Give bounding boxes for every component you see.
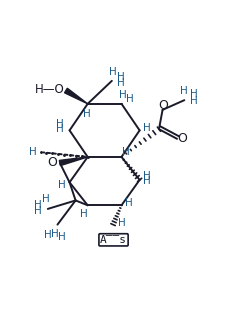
Text: H: H [44,230,52,241]
Text: H: H [143,176,151,186]
Text: H—O: H—O [35,83,65,96]
Text: H: H [51,229,59,239]
Text: H: H [190,96,198,106]
Text: H: H [83,109,90,119]
Text: H: H [125,198,133,208]
Text: H: H [80,210,88,219]
Text: H: H [190,89,198,99]
Text: O: O [47,156,57,170]
Text: H: H [29,147,37,157]
Text: H: H [42,194,49,204]
Text: H: H [56,119,63,129]
Text: H: H [58,232,66,242]
Text: O: O [158,98,168,111]
Text: H: H [126,95,134,104]
Text: H: H [119,90,127,100]
Text: H: H [117,78,125,88]
Text: H: H [58,180,66,190]
Text: H: H [117,71,125,82]
Text: H: H [34,200,42,210]
Polygon shape [59,157,88,166]
Text: H: H [143,123,151,133]
Polygon shape [65,88,88,104]
Text: H: H [118,218,126,228]
Text: H: H [180,85,188,96]
Text: H: H [143,170,151,181]
Text: H: H [34,206,42,216]
Text: A̅̅s: A̅̅s [100,235,127,245]
Text: H: H [122,147,130,157]
Text: O: O [177,132,187,145]
Text: H: H [109,67,117,77]
Text: H: H [56,124,63,134]
